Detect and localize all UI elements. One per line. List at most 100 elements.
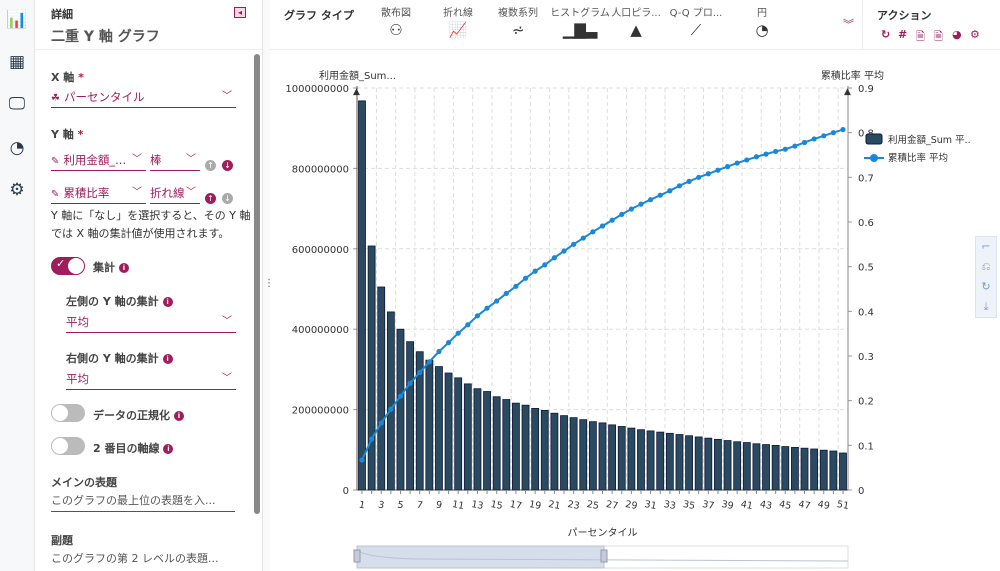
chart-type-pyramid[interactable]: 人口ピラ... ▲	[606, 4, 666, 39]
line-point	[705, 171, 711, 177]
main-title-label: メインの表題	[51, 476, 117, 489]
chart-type-toolbar: グラフ タイプ 散布図 ⚇ 折れ線 📈 複数系列 ⩫ ヒストグラム ▁▇▃ 人口ピラ..…	[270, 0, 1000, 50]
x-tick-label: 27	[605, 499, 619, 512]
panel-scrollbar[interactable]	[254, 54, 260, 514]
dashboard-icon[interactable]: ◕	[952, 28, 962, 41]
zoom-handle-right[interactable]	[600, 549, 608, 563]
x-tick-label: 37	[701, 499, 715, 512]
x-tick-label: 19	[528, 499, 542, 512]
right-tick-label: 0.9	[858, 84, 874, 95]
chart-type-pie[interactable]: 円 ◔	[732, 4, 792, 39]
measure-icon: ✎	[51, 189, 60, 200]
panel-splitter[interactable]: ⋮	[263, 0, 274, 571]
line-point	[590, 229, 596, 235]
bar	[367, 245, 376, 491]
chart-type-line[interactable]: 折れ線 📈	[428, 4, 488, 39]
x-tick-label: 21	[547, 499, 561, 512]
bar	[723, 440, 732, 491]
monitor-icon[interactable]: 🖵	[8, 94, 26, 114]
right-agg-select[interactable]: 平均 ﹀	[66, 370, 236, 390]
x-axis-select[interactable]: ☘ パーセンタイル ﹀	[51, 88, 236, 108]
line-point	[801, 139, 808, 146]
bar	[608, 424, 617, 491]
line-point	[561, 248, 567, 254]
line-point	[676, 183, 683, 189]
dashboard-icon[interactable]: ◔	[9, 138, 25, 158]
bar	[463, 383, 472, 491]
normalize-toggle[interactable]	[51, 404, 85, 422]
gear-icon[interactable]: ⚙	[9, 180, 25, 200]
bar	[627, 427, 636, 491]
zoom-slider-window[interactable]	[356, 545, 605, 569]
bar	[531, 407, 540, 491]
main-title-input[interactable]: このグラフの最上位の表題を入...	[51, 492, 235, 512]
left-tick-label: 800000000	[292, 164, 349, 175]
left-tick-label: 1000000000	[285, 84, 349, 95]
bar	[829, 450, 838, 491]
line-point	[648, 197, 654, 203]
y-field-select-2[interactable]: ✎ 累積比率 ﹀	[51, 184, 146, 204]
line-point	[397, 393, 404, 399]
table-icon[interactable]: ▦	[8, 52, 26, 72]
zoom-select-icon[interactable]: ⌐	[981, 240, 991, 253]
bar	[473, 388, 482, 491]
left-tick-label: 400000000	[292, 325, 349, 336]
more-chevron-icon[interactable]: ︾	[843, 18, 854, 31]
line-point	[494, 298, 500, 304]
subtitle-input[interactable]: このグラフの第 2 レベルの表題...	[51, 552, 219, 565]
gear-icon[interactable]: ⚙	[970, 28, 980, 41]
aggregate-toggle[interactable]: ✓	[51, 257, 85, 275]
line-point	[580, 235, 586, 241]
collapse-panel-icon[interactable]: ◂	[234, 7, 246, 18]
x-tick-label: 3	[377, 500, 385, 512]
bar	[560, 415, 568, 491]
zoom-handle-left[interactable]	[353, 549, 361, 563]
line-point	[474, 313, 481, 319]
x-tick-label: 47	[798, 499, 812, 512]
line-point	[830, 130, 836, 136]
line-point	[359, 457, 365, 463]
move-down-icon[interactable]: ↓	[222, 193, 233, 204]
icon-rail: 📊 ▦ 🖵 ◔ ⚙	[0, 0, 35, 571]
refresh-icon[interactable]: ↻	[881, 28, 891, 41]
chart-type-histogram[interactable]: ヒストグラム ▁▇▃	[550, 8, 610, 39]
second-axis-label: 2 番目の軸線 i	[93, 440, 174, 456]
bar	[656, 431, 665, 491]
line-point	[696, 174, 702, 180]
subtitle-label: 副題	[51, 534, 73, 547]
y-type-select-2[interactable]: 折れ線 ﹀	[150, 184, 200, 204]
line-point	[532, 268, 538, 274]
y-axis-label: Y 軸 *	[51, 128, 84, 141]
bar-chart-icon[interactable]: 📊	[6, 10, 28, 30]
restore-icon[interactable]: ↻	[981, 280, 991, 293]
line-point	[571, 241, 577, 247]
hash-icon[interactable]: #	[898, 28, 908, 41]
line-point	[724, 164, 731, 170]
pdf-icon[interactable]: 🗎	[916, 30, 925, 43]
chart-type-scatter[interactable]: 散布図 ⚇	[366, 4, 426, 39]
line-point	[369, 436, 375, 442]
y-field-select-1[interactable]: ✎ 利用金額_... ﹀	[51, 151, 146, 171]
left-agg-select[interactable]: 平均 ﹀	[66, 313, 236, 333]
chart-type-qq[interactable]: Q-Q プロ... ⟋	[666, 4, 726, 39]
zoom-reset-icon[interactable]: ⎌	[981, 260, 991, 273]
image-icon[interactable]: 🗎	[934, 30, 943, 43]
line-point	[407, 380, 413, 386]
line-point	[744, 157, 750, 163]
move-up-icon[interactable]: ↑	[205, 160, 216, 171]
right-tick-label: 0.1	[858, 441, 874, 452]
line-point	[513, 283, 519, 289]
move-up-icon[interactable]: ↑	[205, 193, 216, 204]
y-type-select-1[interactable]: 棒 ﹀	[150, 151, 200, 171]
chart-type-multi-series[interactable]: 複数系列 ⩫	[488, 4, 548, 39]
second-axis-toggle[interactable]	[51, 437, 85, 455]
right-tick-label: 0.2	[858, 397, 874, 408]
move-down-icon[interactable]: ↓	[222, 160, 233, 171]
download-icon[interactable]: ⤓	[983, 300, 989, 313]
axis-arrow-icon: ▲	[353, 87, 360, 97]
bar	[444, 372, 453, 491]
bar	[569, 417, 578, 491]
right-tick-label: 0.5	[858, 263, 874, 274]
bar	[704, 437, 713, 491]
bar	[377, 286, 386, 491]
